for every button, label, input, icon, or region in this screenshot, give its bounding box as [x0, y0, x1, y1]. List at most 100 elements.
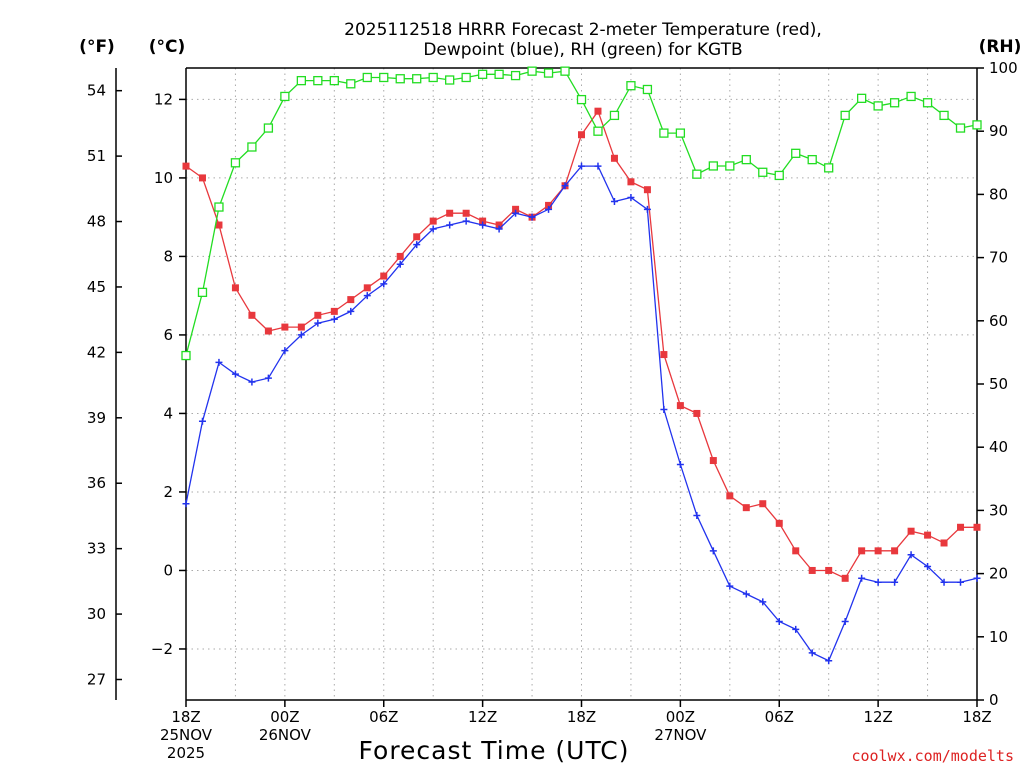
data-point	[428, 72, 438, 83]
data-point	[329, 75, 339, 86]
data-point	[907, 551, 915, 559]
celsius-tick-label: 10	[154, 169, 173, 187]
data-point	[643, 205, 651, 213]
data-point	[396, 252, 404, 260]
data-point	[792, 547, 800, 555]
fahrenheit-tick-label: 27	[87, 671, 106, 689]
data-point	[973, 523, 981, 531]
x-tick-label: 18Z	[171, 708, 200, 726]
data-point	[891, 578, 899, 586]
axes	[115, 67, 978, 701]
data-point	[708, 161, 718, 171]
data-point	[413, 233, 421, 241]
data-point	[446, 221, 454, 229]
rh-unit-label: (RH)	[979, 37, 1022, 57]
data-point	[380, 280, 388, 288]
x-tick-label: 18Z	[962, 708, 991, 726]
data-point	[907, 527, 915, 535]
rh-tick-label: 40	[989, 438, 1008, 456]
data-point	[626, 81, 636, 91]
data-point	[248, 378, 256, 386]
data-point	[347, 296, 355, 304]
data-point	[906, 91, 916, 102]
data-point	[181, 350, 191, 361]
data-point	[380, 272, 388, 280]
data-point	[940, 539, 948, 547]
data-point	[924, 531, 932, 539]
data-point	[297, 323, 305, 331]
data-point	[545, 201, 553, 209]
rh-tick-label: 80	[989, 185, 1008, 203]
data-point	[858, 574, 866, 582]
data-point	[725, 161, 735, 171]
data-point	[594, 107, 602, 115]
data-point	[957, 523, 965, 531]
data-point	[742, 504, 750, 512]
data-point	[610, 197, 618, 205]
x-tick-label: 00Z	[270, 708, 299, 726]
rh-tick-label: 100	[989, 59, 1018, 77]
data-point	[709, 547, 717, 555]
data-point	[477, 69, 488, 79]
data-point	[807, 154, 817, 165]
data-point	[297, 331, 305, 339]
celsius-tick-label: 6	[163, 326, 173, 344]
fahrenheit-tick-label: 51	[87, 147, 106, 165]
data-point	[858, 547, 866, 555]
data-point	[576, 94, 587, 105]
data-point	[182, 162, 190, 170]
data-point	[543, 68, 554, 78]
data-point	[758, 167, 768, 177]
data-point	[510, 70, 521, 81]
data-point	[479, 217, 487, 225]
data-point	[495, 221, 503, 229]
data-point	[495, 225, 503, 233]
data-point	[955, 123, 966, 133]
data-point	[281, 347, 289, 355]
fahrenheit-tick-label: 33	[87, 540, 106, 558]
data-point	[774, 170, 784, 181]
data-point	[396, 260, 404, 268]
data-point	[792, 625, 800, 633]
data-point	[248, 311, 256, 319]
x-tick-label: 18Z	[567, 708, 596, 726]
series-layer	[181, 66, 982, 665]
data-point	[363, 284, 371, 292]
data-point	[395, 74, 405, 84]
data-point	[726, 582, 734, 590]
rh-tick-label: 50	[989, 375, 1008, 393]
celsius-tick-label: 12	[154, 90, 173, 108]
x-tick-label: 00Z	[666, 708, 695, 726]
fahrenheit-tick-label: 48	[87, 213, 106, 231]
data-point	[198, 174, 206, 182]
data-point	[528, 213, 536, 221]
data-point	[825, 657, 833, 665]
data-point	[675, 128, 686, 138]
data-point	[362, 72, 372, 83]
fahrenheit-tick-label: 39	[87, 409, 106, 427]
data-point	[215, 358, 223, 366]
data-point	[841, 617, 849, 625]
x-tick-label: 06Z	[369, 708, 398, 726]
data-point	[445, 75, 455, 85]
data-point	[659, 128, 669, 138]
x-tick-label: 06Z	[765, 708, 794, 726]
data-point	[461, 72, 471, 83]
data-point	[296, 75, 307, 86]
data-point	[972, 120, 982, 130]
rh-tick-label: 10	[989, 628, 1008, 646]
celsius-tick-label: −2	[151, 640, 173, 658]
data-point	[545, 205, 553, 213]
celsius-tick-label: 0	[163, 561, 173, 579]
data-point	[741, 154, 751, 165]
data-point	[413, 241, 421, 249]
data-point	[873, 101, 883, 111]
data-point	[330, 307, 338, 315]
data-point	[314, 311, 322, 319]
data-point	[429, 225, 437, 233]
data-point	[264, 327, 272, 335]
data-point	[578, 131, 585, 139]
data-point	[198, 417, 206, 425]
data-point	[527, 66, 537, 76]
